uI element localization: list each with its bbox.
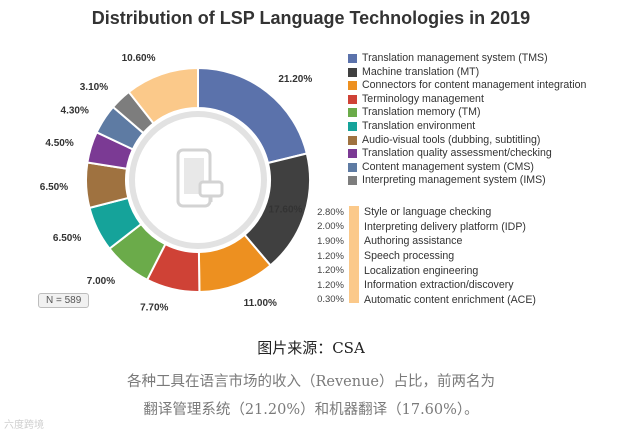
legend-label: Terminology management: [362, 92, 484, 105]
legend-swatch: [348, 162, 357, 172]
slice-value-label: 4.50%: [45, 138, 73, 149]
watermark: 六度跨境: [4, 420, 44, 431]
legend-label: Audio-visual tools (dubbing, subtitling): [362, 133, 541, 146]
legend-item: Audio-visual tools (dubbing, subtitling): [348, 134, 618, 148]
slice-value-label: 4.30%: [61, 105, 89, 116]
legend-swatch: [348, 67, 357, 77]
legend: Translation management system (TMS) Machi…: [348, 52, 618, 188]
legend-item: Terminology management: [348, 93, 618, 107]
pie-slice-10: [127, 66, 199, 125]
other-breakdown-value: 1.20%: [317, 265, 344, 277]
legend-label: Connectors for content management integr…: [362, 79, 587, 92]
legend-swatch: [348, 149, 357, 159]
chart-title: Distribution of LSP Language Technologie…: [91, 8, 531, 28]
other-breakdown-value: 0.30%: [317, 294, 344, 306]
legend-item: Translation environment: [348, 120, 618, 134]
legend-label: Translation quality assessment/checking: [362, 147, 552, 160]
other-breakdown-item: 1.20% Localization engineering: [312, 263, 612, 278]
legend-swatch: [348, 135, 357, 145]
chart-card: Distribution of LSP Language Technologie…: [38, 8, 618, 314]
other-breakdown-item: 2.80% Style or language checking: [312, 205, 612, 220]
legend-item: Connectors for content management integr…: [348, 79, 618, 93]
other-breakdown-label: Style or language checking: [364, 206, 492, 219]
legend-item: Content management system (CMS): [348, 161, 618, 175]
legend-item: Translation management system (TMS): [348, 52, 618, 66]
slice-value-label: 11.00%: [244, 298, 277, 309]
legend-item: Machine translation (MT): [348, 66, 618, 80]
legend-label: Translation management system (TMS): [362, 52, 548, 64]
other-breakdown-label: Information extraction/discovery: [364, 279, 514, 292]
slice-value-label: 6.50%: [53, 233, 81, 244]
slice-value-label: 6.50%: [40, 182, 68, 193]
legend-swatch: [348, 121, 357, 131]
caption-line-2: 翻译管理系统（21.20%）和机器翻译（17.60%）。: [143, 402, 479, 418]
other-breakdown-value: 2.00%: [317, 221, 344, 233]
other-breakdown-value: 1.90%: [317, 235, 344, 247]
legend-item: Interpreting management system (IMS): [348, 174, 618, 188]
legend-swatch: [348, 81, 357, 91]
slice-value-label: 7.70%: [140, 303, 168, 314]
legend-label: Translation environment: [362, 119, 476, 132]
slice-value-label: 17.60%: [269, 204, 303, 215]
legend-label: Machine translation (MT): [362, 65, 480, 78]
other-group-bracket: [349, 206, 359, 303]
slice-value-label: 7.00%: [87, 276, 115, 287]
sample-size-badge: N = 589: [38, 293, 90, 308]
slice-value-label: 10.60%: [122, 53, 156, 64]
legend-label: Translation memory (TM): [362, 106, 481, 119]
other-breakdown-item: 1.90% Authoring assistance: [312, 234, 612, 249]
other-breakdown-item: 2.00% Interpreting delivery platform (IDP…: [312, 220, 612, 235]
legend-item: Translation memory (TM): [348, 106, 618, 120]
caption-source: 图片来源：CSA: [257, 339, 365, 357]
legend-item: Translation quality assessment/checking: [348, 147, 618, 161]
other-breakdown-label: Authoring assistance: [364, 235, 463, 248]
caption-line-1: 各种工具在语言市场的收入（Revenue）占比，前两名为: [126, 374, 496, 390]
slice-value-label: 21.20%: [278, 74, 312, 85]
legend-swatch: [348, 54, 357, 63]
legend-swatch: [348, 94, 357, 104]
other-breakdown-label: Automatic content enrichment (ACE): [364, 293, 536, 306]
legend-label: Interpreting management system (IMS): [362, 174, 546, 187]
legend-label: Content management system (CMS): [362, 160, 534, 173]
other-breakdown-label: Interpreting delivery platform (IDP): [364, 220, 526, 233]
other-breakdown-list: 2.80% Style or language checking 2.00% Inte…: [312, 205, 612, 307]
other-breakdown-item: 0.30% Automatic content enrichment (ACE): [312, 293, 612, 308]
donut-chart: 21.20% 17.60% 11.00% 7.70% 7.00% 6.50% 6.50% 4.…: [40, 53, 313, 314]
other-breakdown-item: 1.20% Information extraction/discovery: [312, 278, 612, 293]
legend-swatch: [348, 176, 357, 186]
other-breakdown-value: 2.80%: [317, 206, 344, 218]
slice-value-label: 3.10%: [80, 82, 108, 93]
legend-swatch: [348, 108, 357, 118]
other-breakdown-value: 1.20%: [317, 250, 344, 262]
other-breakdown-item: 1.20% Speech processing: [312, 249, 612, 264]
other-breakdown-label: Localization engineering: [364, 264, 479, 277]
other-breakdown-label: Speech processing: [364, 250, 455, 263]
other-breakdown-value: 1.20%: [317, 279, 344, 291]
mobile-desktop-icon: [176, 148, 224, 208]
